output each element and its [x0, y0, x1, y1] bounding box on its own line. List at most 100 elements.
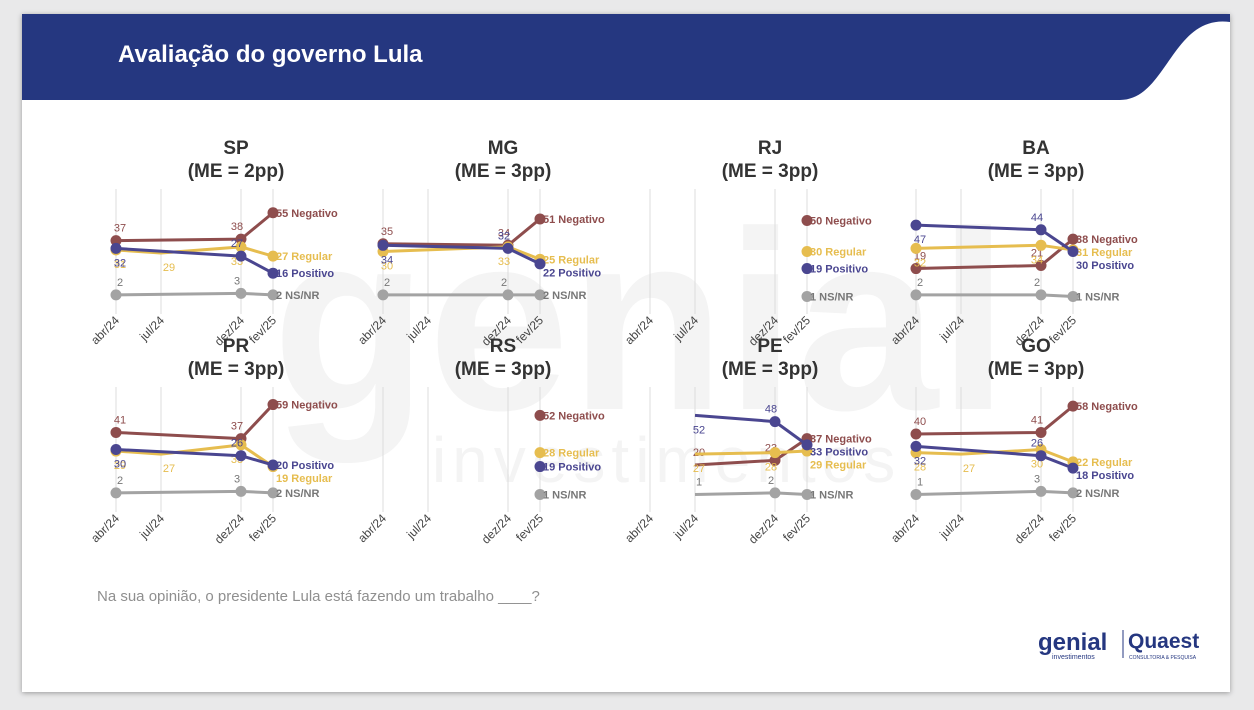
data-label: 34: [381, 254, 393, 266]
series-line-nsnr: [115, 291, 274, 297]
series-line-negativo: [382, 217, 541, 247]
series-end-label: 28 Regular: [543, 448, 600, 460]
chart-subtitle-mg: (ME = 3pp): [455, 161, 552, 182]
data-point: [235, 250, 247, 262]
data-label: 32: [914, 455, 926, 467]
series-line-nsnr: [115, 489, 274, 495]
series-end-label: 38 Negativo: [1076, 234, 1138, 246]
data-label: 33: [498, 256, 510, 268]
data-point: [1035, 239, 1047, 251]
data-point: [1067, 290, 1079, 302]
data-label: 27: [963, 463, 975, 475]
data-point: [377, 239, 389, 251]
logo-quaest-sub: CONSULTORIA & PESQUISA: [1129, 655, 1197, 661]
data-label: 28: [765, 462, 777, 474]
data-point: [1067, 400, 1079, 412]
data-point: [1067, 233, 1079, 245]
slide: Avaliação do governo Lula genial investi…: [22, 14, 1230, 692]
x-tick-label: dez/24: [212, 511, 248, 547]
data-point: [801, 263, 813, 275]
data-label: 37: [114, 223, 126, 235]
data-label: 2: [501, 277, 507, 289]
data-label: 40: [914, 416, 926, 428]
x-tick-label: jul/24: [136, 313, 167, 344]
chart-subtitle-pr: (ME = 3pp): [188, 359, 285, 380]
series-line-nsnr: [694, 491, 808, 496]
series-end-label: 30 Regular: [810, 247, 867, 259]
series-end-label: 58 Negativo: [1076, 401, 1138, 413]
data-label: 1: [917, 476, 923, 488]
series-end-label: 16 Positivo: [276, 268, 334, 280]
series-end-label: 19 Positivo: [810, 264, 868, 276]
x-tick-label: fev/25: [246, 511, 279, 544]
data-label: 30: [381, 261, 393, 273]
data-point: [534, 409, 546, 421]
data-point: [1067, 246, 1079, 257]
chart-title-rs: RS: [490, 336, 516, 357]
series-line-negativo: [915, 237, 1074, 271]
logo-quaest: Quaest: [1128, 630, 1199, 653]
chart-title-mg: MG: [488, 138, 519, 159]
chart-title-pe: PE: [757, 336, 782, 357]
data-point: [1067, 462, 1079, 474]
series-line-nsnr: [915, 489, 1074, 496]
data-label: 37: [231, 421, 243, 433]
data-point: [235, 241, 247, 253]
series-line-negativo: [115, 403, 275, 441]
series-line-negativo: [115, 211, 274, 243]
series-end-label: 1 NS/NR: [810, 489, 853, 501]
x-tick-label: abr/24: [888, 313, 922, 347]
data-point: [769, 447, 781, 459]
data-point: [910, 289, 922, 301]
x-tick-label: abr/24: [622, 511, 656, 545]
series-end-label: 22 Positivo: [543, 267, 601, 279]
data-label: 2: [1034, 277, 1040, 289]
data-label: 41: [1031, 414, 1043, 426]
data-point: [801, 488, 813, 500]
chart-subtitle-pe: (ME = 3pp): [722, 359, 819, 380]
chart-title-rj: RJ: [758, 138, 782, 159]
series-line-positivo: [915, 444, 1074, 470]
data-label: 30: [1031, 459, 1043, 471]
data-point: [769, 416, 781, 428]
data-point: [110, 242, 122, 254]
series-end-label: 19 Regular: [276, 473, 333, 485]
data-point: [910, 440, 922, 452]
x-tick-label: jul/24: [670, 511, 701, 542]
data-point: [267, 207, 279, 219]
x-tick-label: abr/24: [88, 313, 122, 347]
data-point: [235, 485, 247, 497]
chart-subtitle-rj: (ME = 3pp): [722, 161, 819, 182]
series-end-label: 22 Regular: [1076, 457, 1133, 469]
data-label: 2: [768, 475, 774, 487]
series-end-label: 31 Regular: [1076, 247, 1133, 259]
series-line-regular: [115, 443, 274, 468]
data-point: [267, 399, 279, 411]
data-point: [910, 242, 922, 254]
data-point: [769, 454, 781, 466]
x-tick-label: dez/24: [479, 511, 515, 547]
x-tick-label: jul/24: [936, 511, 967, 542]
data-label: 38: [231, 221, 243, 233]
watermark-sub: investimentos: [432, 424, 901, 496]
page-title: Avaliação do governo Lula: [118, 41, 423, 68]
data-point: [235, 450, 247, 462]
data-label: 27: [693, 463, 705, 475]
watermark-main: genial: [272, 179, 1009, 464]
data-point: [801, 215, 813, 226]
data-point: [235, 233, 247, 245]
data-label: 1: [696, 476, 702, 488]
x-tick-label: jul/24: [136, 511, 167, 542]
series-end-label: 19 Positivo: [543, 462, 601, 474]
data-point: [235, 287, 247, 299]
series-end-label: 1 NS/NR: [1076, 291, 1119, 303]
data-label: 2: [117, 277, 123, 289]
data-label: 32: [498, 230, 510, 242]
series-end-label: 1 NS/NR: [543, 489, 586, 501]
x-tick-label: fev/25: [780, 511, 813, 544]
data-point: [769, 487, 781, 499]
chart-subtitle-rs: (ME = 3pp): [455, 359, 552, 380]
data-point: [1035, 289, 1047, 301]
header-shape: [22, 14, 1230, 100]
